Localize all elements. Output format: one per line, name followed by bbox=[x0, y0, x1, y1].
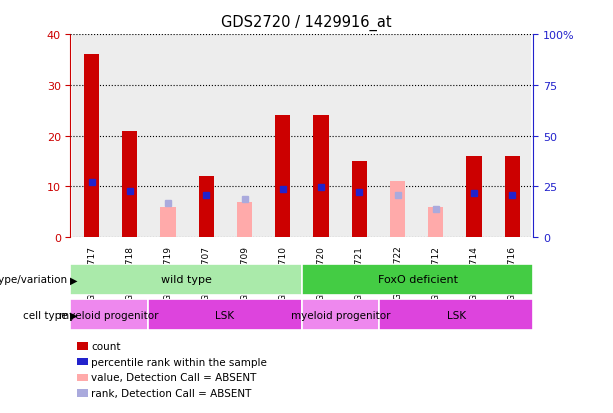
Text: ▶: ▶ bbox=[70, 310, 77, 320]
Bar bbox=[504, 157, 520, 237]
Bar bbox=[264, 35, 302, 237]
Text: rank, Detection Call = ABSENT: rank, Detection Call = ABSENT bbox=[91, 388, 252, 398]
Bar bbox=[226, 35, 264, 237]
Text: genotype/variation: genotype/variation bbox=[0, 275, 67, 285]
Bar bbox=[161, 207, 176, 237]
Text: percentile rank within the sample: percentile rank within the sample bbox=[91, 357, 267, 367]
Text: myeloid progenitor: myeloid progenitor bbox=[59, 310, 159, 320]
Text: LSK: LSK bbox=[215, 310, 234, 320]
Text: LSK: LSK bbox=[447, 310, 466, 320]
Bar bbox=[275, 116, 291, 237]
Text: wild type: wild type bbox=[161, 275, 211, 285]
Bar bbox=[466, 157, 482, 237]
Bar bbox=[149, 35, 187, 237]
Text: myeloid progenitor: myeloid progenitor bbox=[291, 310, 390, 320]
Bar bbox=[313, 116, 329, 237]
Bar bbox=[148, 299, 302, 330]
Text: value, Detection Call = ABSENT: value, Detection Call = ABSENT bbox=[91, 373, 257, 382]
Bar bbox=[70, 264, 302, 295]
Bar bbox=[379, 299, 533, 330]
Bar bbox=[340, 35, 378, 237]
Bar bbox=[428, 207, 443, 237]
Bar bbox=[455, 35, 493, 237]
Bar bbox=[70, 299, 148, 330]
Bar bbox=[417, 35, 455, 237]
Bar bbox=[493, 35, 531, 237]
Bar bbox=[122, 131, 137, 237]
Bar bbox=[72, 35, 111, 237]
Bar bbox=[352, 161, 367, 237]
Bar bbox=[199, 177, 214, 237]
Bar bbox=[84, 55, 99, 237]
Bar bbox=[302, 299, 379, 330]
Bar bbox=[390, 182, 405, 237]
Bar bbox=[237, 202, 252, 237]
Bar bbox=[302, 264, 533, 295]
Text: FoxO deficient: FoxO deficient bbox=[378, 275, 458, 285]
Bar bbox=[187, 35, 226, 237]
Bar bbox=[111, 35, 149, 237]
Text: GDS2720 / 1429916_at: GDS2720 / 1429916_at bbox=[221, 14, 392, 31]
Text: count: count bbox=[91, 341, 121, 351]
Text: ▶: ▶ bbox=[70, 275, 77, 285]
Text: cell type: cell type bbox=[23, 310, 67, 320]
Bar bbox=[302, 35, 340, 237]
Bar bbox=[378, 35, 417, 237]
